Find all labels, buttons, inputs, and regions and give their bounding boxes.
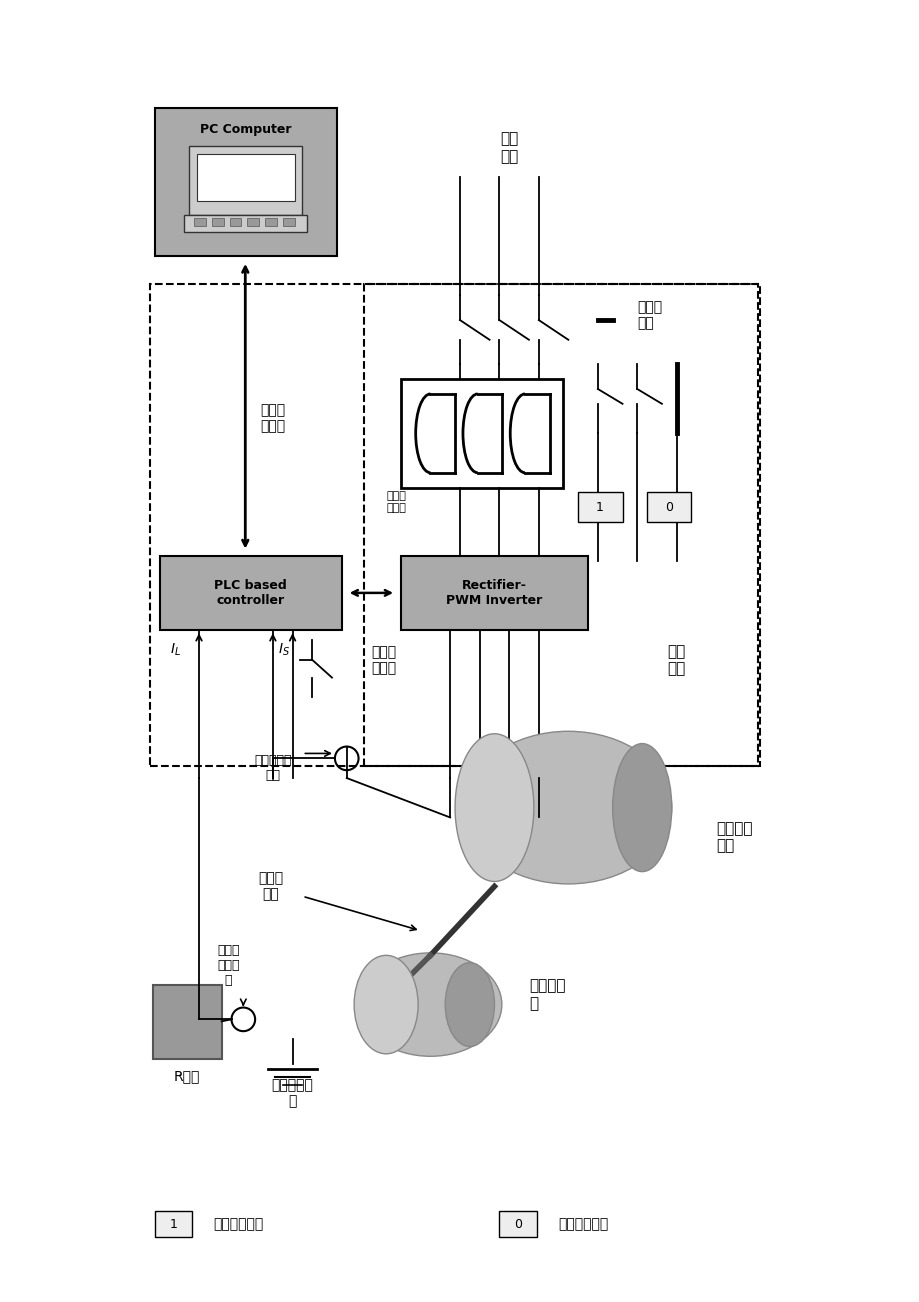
Bar (150, 284, 760, 767)
Bar (159, 556, 342, 630)
Bar (401, 556, 587, 630)
Text: 手动停止按键: 手动停止按键 (558, 1217, 608, 1232)
Bar (401, 379, 562, 487)
Text: 三相感应
电机: 三相感应 电机 (715, 822, 752, 853)
Text: PLC based
controller: PLC based controller (213, 579, 287, 607)
Text: 定子电流传
感器: 定子电流传 感器 (254, 754, 291, 783)
Bar (194, 217, 206, 225)
Bar (646, 492, 691, 522)
Bar (184, 215, 307, 233)
Text: 负荷电
流传感
器: 负荷电 流传感 器 (217, 944, 240, 987)
Bar (499, 1211, 537, 1237)
Text: 自动定
子开关: 自动定 子开关 (371, 644, 396, 674)
Text: 控制
面板: 控制 面板 (667, 643, 685, 676)
Ellipse shape (464, 732, 671, 884)
Text: 三相主
开关: 三相主 开关 (637, 299, 662, 331)
Bar (189, 146, 302, 215)
Text: Rectifier-
PWM Inverter: Rectifier- PWM Inverter (446, 579, 542, 607)
Bar (282, 217, 294, 225)
Bar (229, 217, 241, 225)
Text: R负载: R负载 (174, 1069, 200, 1083)
Text: PC Computer: PC Computer (199, 124, 290, 137)
Text: 三相自
动开关: 三相自 动开关 (260, 404, 285, 434)
Text: 1: 1 (596, 501, 603, 514)
Ellipse shape (445, 962, 494, 1047)
Ellipse shape (358, 953, 501, 1056)
Ellipse shape (354, 956, 418, 1053)
Bar (211, 217, 223, 225)
Bar (153, 984, 221, 1059)
Text: 手动启动按键: 手动启动按键 (213, 1217, 264, 1232)
Text: 热过载
继电器: 热过载 继电器 (386, 491, 405, 513)
Text: $I_S$: $I_S$ (278, 642, 289, 659)
Text: 三相
电源: 三相 电源 (500, 132, 517, 164)
Bar (197, 154, 294, 201)
Text: 速度传
感器: 速度传 感器 (258, 871, 283, 901)
Text: 直流发电
机: 直流发电 机 (528, 979, 565, 1010)
Text: 0: 0 (664, 501, 672, 514)
Text: $I_L$: $I_L$ (170, 642, 181, 659)
Bar (364, 284, 757, 767)
Text: 负载自动开
关: 负载自动开 关 (271, 1078, 313, 1108)
Text: 0: 0 (514, 1217, 522, 1230)
Bar (265, 217, 277, 225)
Ellipse shape (455, 734, 533, 881)
Bar (154, 108, 336, 256)
Ellipse shape (612, 743, 671, 871)
Bar (577, 492, 622, 522)
Text: 1: 1 (169, 1217, 177, 1230)
Bar (247, 217, 259, 225)
Bar (154, 1211, 192, 1237)
